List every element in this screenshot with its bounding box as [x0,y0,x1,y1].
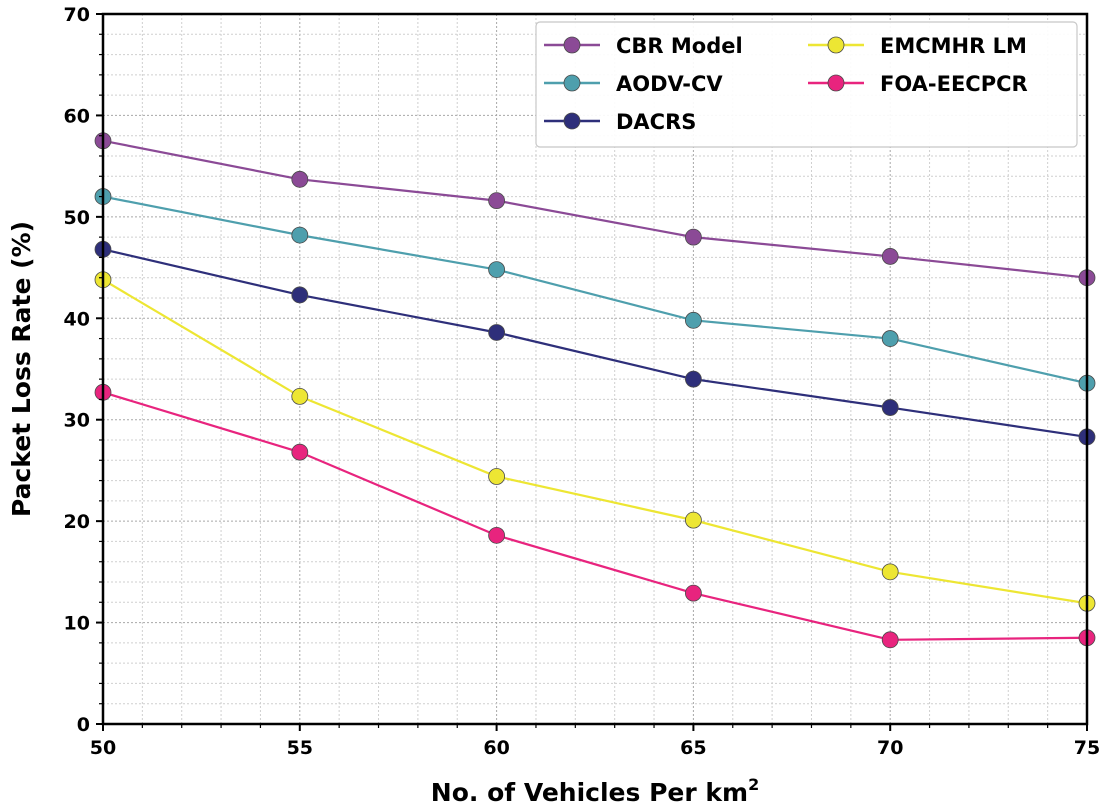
data-point-dacrs [685,370,702,388]
y-tick-label: 50 [64,207,90,229]
legend-item-aodv-cv: AODV-CV [544,72,723,96]
data-point-emcmhr-lm [488,468,506,485]
markers-group [94,132,1096,649]
data-point-foa-eecpcr [488,526,506,544]
x-tick-label: 55 [287,737,313,759]
legend-box [535,21,1078,148]
data-point-aodv-cv [488,261,506,279]
legend-label-cbr-model: CBR Model [616,34,743,58]
data-point-dacrs [881,399,899,416]
legend-label-dacrs: DACRS [616,110,696,134]
y-tick-label: 60 [64,105,90,127]
x-axis-title: No. of Vehicles Per km2 [431,775,759,807]
x-tick-label: 65 [680,737,706,759]
series-line-cbr-model [103,139,1087,279]
y-tick-label: 70 [64,4,90,26]
data-point-aodv-cv [685,311,702,329]
legend-marker-aodv-cv [563,74,581,92]
legend: CBR Model AODV-CV DACRS EMCMHR LM FOA-EECPCR [535,21,1078,148]
data-point-aodv-cv [881,330,899,347]
axis-ticks: 50 55 60 65 70 75 0 10 20 30 40 50 60 70 [64,4,1101,759]
legend-marker-cbr-model [563,36,581,54]
y-tick-label: 10 [64,613,90,635]
series-line-aodv-cv [103,195,1087,385]
legend-marker-dacrs [563,112,581,130]
plot-frame [101,12,1089,726]
data-point-dacrs [488,324,506,341]
data-point-dacrs [291,286,309,304]
y-tick-label: 40 [64,308,90,330]
y-tick-label: 20 [64,511,90,533]
series-line-dacrs [103,248,1087,439]
series-group [103,139,1087,641]
data-point-aodv-cv [291,226,309,244]
data-point-emcmhr-lm [685,511,702,529]
legend-item-dacrs: DACRS [544,110,696,134]
data-point-emcmhr-lm [291,387,309,405]
legend-label-aodv-cv: AODV-CV [616,72,723,96]
x-tick-label: 60 [483,737,509,759]
x-tick-label: 70 [877,737,903,759]
data-point-emcmhr-lm [881,563,899,581]
data-point-cbr-model [685,228,702,246]
legend-marker-foa-eecpcr [827,74,845,92]
data-point-cbr-model [881,248,899,265]
data-point-foa-eecpcr [291,443,309,461]
legend-marker-emcmhr-lm [827,36,845,54]
legend-label-foa-eecpcr: FOA-EECPCR [880,72,1028,96]
data-point-foa-eecpcr [881,631,899,649]
legend-item-foa-eecpcr: FOA-EECPCR [808,72,1028,96]
x-tick-label: 75 [1074,737,1100,759]
legend-label-emcmhr-lm: EMCMHR LM [880,34,1027,58]
y-tick-label: 0 [77,714,90,736]
data-point-cbr-model [291,170,309,188]
data-point-cbr-model [488,192,506,210]
x-axis-title-text: No. of Vehicles Per km [431,778,748,807]
series-line-emcmhr-lm [103,278,1087,605]
legend-item-emcmhr-lm: EMCMHR LM [808,34,1027,58]
data-point-foa-eecpcr [685,584,702,602]
legend-item-cbr-model: CBR Model [544,34,743,58]
series-line-foa-eecpcr [103,391,1087,641]
x-tick-label: 50 [90,737,116,759]
y-axis-title: Packet Loss Rate (%) [7,221,36,517]
x-axis-title-superscript: 2 [748,775,759,794]
y-tick-label: 30 [64,410,90,432]
